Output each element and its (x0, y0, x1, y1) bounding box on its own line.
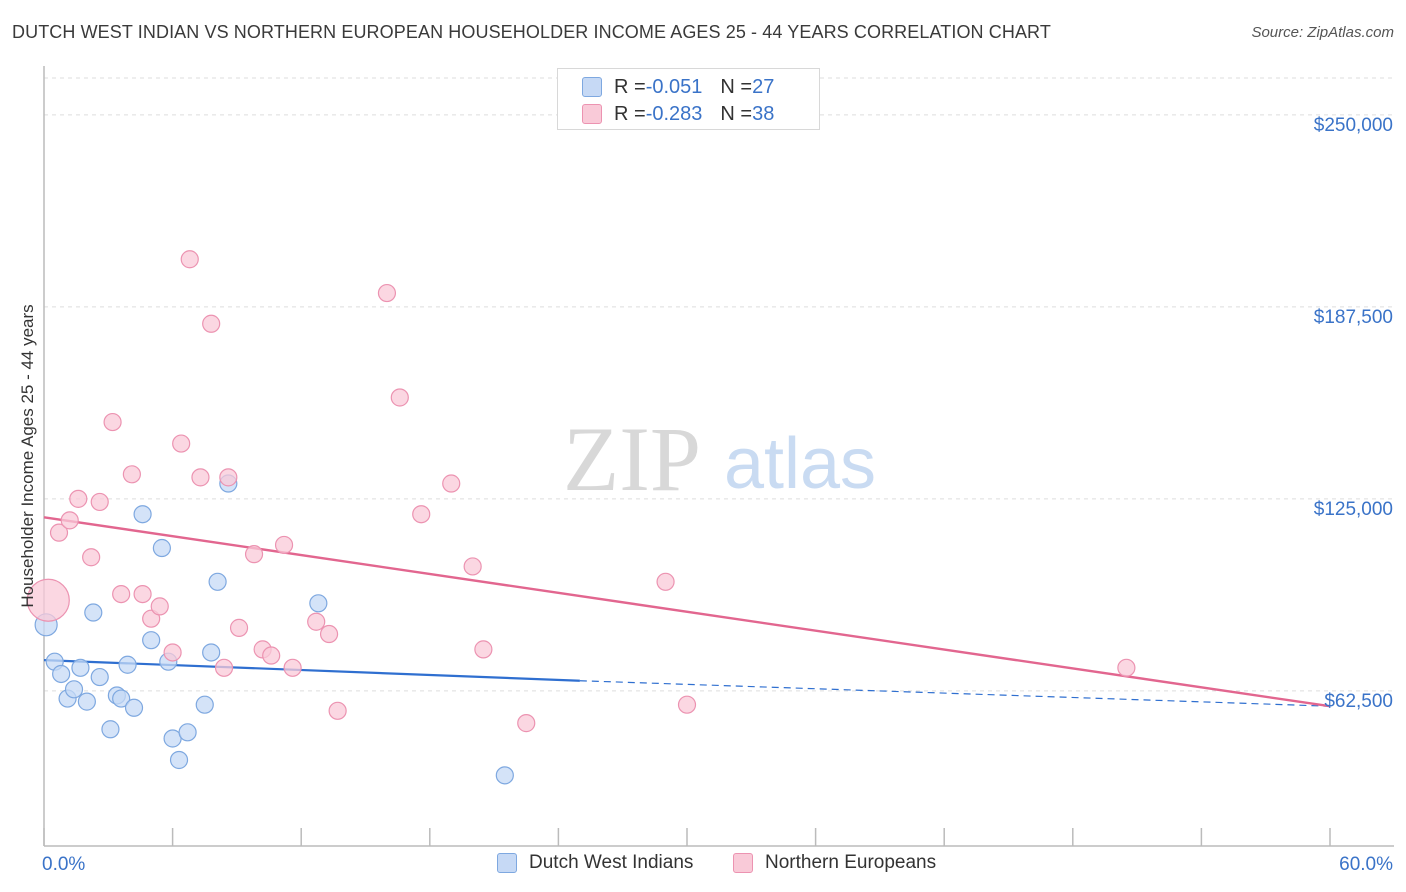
point-northern-european (142, 609, 161, 628)
point-northern-european (412, 505, 431, 524)
legend-swatch-pink (733, 853, 753, 873)
point-dutch-west-indian (112, 689, 131, 708)
point-northern-european (122, 465, 141, 484)
point-dutch-west-indian (178, 723, 197, 742)
point-northern-european (307, 612, 326, 631)
point-northern-european (274, 535, 294, 555)
point-dutch-west-indian (208, 572, 227, 591)
x-tick-label: 0.0% (42, 854, 85, 875)
point-northern-european (172, 434, 191, 453)
point-dutch-west-indian (101, 720, 120, 739)
watermark-atlas: atlas (724, 424, 876, 504)
axes (43, 66, 1394, 847)
trend-lines (43, 516, 1331, 708)
chart-title: DUTCH WEST INDIAN VS NORTHERN EUROPEAN H… (12, 22, 1051, 42)
point-northern-european (69, 489, 88, 508)
watermark-zip: ZIP (563, 408, 701, 510)
n-value: 27 (752, 75, 775, 98)
r-value: -0.051 (645, 75, 703, 98)
point-northern-european (163, 643, 182, 662)
point-northern-european (474, 640, 493, 659)
point-northern-european (463, 557, 482, 576)
point-dutch-west-indian (124, 698, 144, 717)
x-tick-label: 60.0% (1339, 854, 1393, 875)
watermark: ZIP atlas (563, 408, 876, 510)
point-northern-european (112, 584, 131, 604)
legend-swatch-blue (582, 77, 602, 97)
trend-line-dutch-west-indians-extrapolated (579, 680, 1331, 707)
y-axis-title: Householder Income Ages 25 - 44 years (18, 304, 37, 608)
legend-item-dutch-west-indians[interactable]: Dutch West Indians (497, 852, 693, 874)
point-northern-european (90, 492, 109, 512)
source-label: Source: ZipAtlas.com (1251, 24, 1394, 41)
series-legend: Dutch West Indians Northern Europeans (0, 852, 1406, 878)
point-northern-european (229, 618, 249, 637)
point-dutch-west-indian (142, 631, 161, 650)
r-label: R = (614, 102, 646, 125)
data-points (26, 250, 1136, 785)
n-value: 38 (752, 102, 775, 125)
point-northern-european (283, 658, 302, 677)
r-value: -0.283 (645, 102, 703, 125)
legend-row-dutch-west-indians: R = -0.051 N = 27 (582, 74, 774, 100)
point-dutch-west-indian (202, 643, 221, 662)
tick-labels: $62,500 $125,000 $187,500 $250,000 0.0% 60.0% (42, 115, 1393, 875)
legend-label: Northern Europeans (765, 852, 937, 873)
point-northern-european (244, 545, 264, 564)
point-northern-european (49, 523, 69, 542)
point-dutch-west-indian (169, 750, 189, 770)
legend-swatch-blue (497, 853, 517, 873)
point-northern-european (214, 658, 234, 677)
point-dutch-west-indian (71, 658, 90, 677)
point-northern-european (442, 474, 461, 493)
point-dutch-west-indian (495, 766, 514, 785)
point-dutch-west-indian (90, 667, 109, 687)
point-northern-european (60, 511, 79, 530)
legend-swatch-pink (582, 104, 602, 124)
point-northern-european (191, 468, 210, 487)
legend-row-northern-europeans: R = -0.283 N = 38 (582, 101, 774, 127)
y-tick-label: $250,000 (1314, 115, 1393, 136)
point-dutch-west-indian (64, 680, 84, 699)
grid-lines (44, 77, 1394, 692)
point-northern-european (26, 578, 70, 622)
legend-item-northern-europeans[interactable]: Northern Europeans (733, 852, 936, 874)
r-label: R = (614, 75, 646, 98)
point-northern-european (517, 714, 536, 733)
y-tick-label: $125,000 (1314, 499, 1393, 520)
point-northern-european (219, 468, 238, 487)
point-northern-european (390, 388, 409, 407)
point-dutch-west-indian (152, 538, 171, 558)
point-northern-european (103, 412, 122, 432)
point-dutch-west-indian (118, 655, 137, 674)
point-dutch-west-indian (309, 594, 328, 613)
point-northern-european (319, 624, 339, 644)
y-tick-label: $187,500 (1314, 307, 1393, 328)
trend-line-northern-europeans (43, 516, 1331, 708)
point-northern-european (377, 283, 397, 303)
point-northern-european (180, 250, 199, 269)
point-northern-european (202, 314, 221, 333)
point-northern-european (150, 597, 169, 616)
point-dutch-west-indian (195, 695, 214, 714)
legend-label: Dutch West Indians (529, 852, 694, 873)
point-dutch-west-indian (133, 505, 152, 524)
point-northern-european (677, 695, 697, 714)
point-northern-european (656, 572, 675, 591)
correlation-legend: R = -0.051 N = 27 R = -0.283 N = 38 (557, 68, 820, 130)
point-northern-european (262, 646, 281, 665)
point-northern-european (328, 701, 347, 720)
point-dutch-west-indian (77, 692, 96, 711)
point-northern-european (82, 548, 101, 567)
point-dutch-west-indian (52, 664, 71, 684)
n-label: N = (720, 102, 753, 125)
n-label: N = (720, 75, 753, 98)
point-dutch-west-indian (84, 603, 103, 622)
point-northern-european (133, 584, 152, 604)
y-tick-label: $62,500 (1324, 691, 1393, 712)
point-northern-european (1117, 658, 1136, 677)
